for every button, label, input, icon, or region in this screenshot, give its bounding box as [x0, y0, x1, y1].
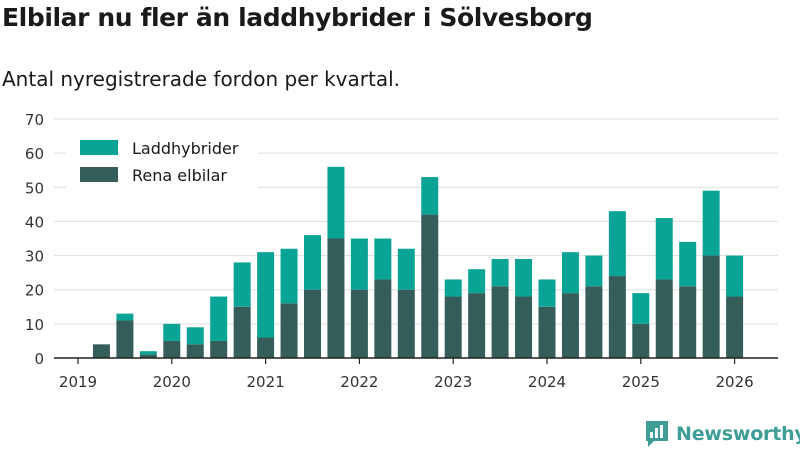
bar-electric — [421, 214, 439, 358]
bar-plugin-hybrid — [304, 235, 321, 290]
bar-plugin-hybrid — [585, 255, 603, 287]
bar-plugin-hybrid — [421, 177, 439, 215]
bar-plugin-hybrid — [233, 262, 251, 307]
bar-electric — [468, 293, 486, 358]
x-tick-label: 2025 — [622, 373, 660, 391]
bar-plugin-hybrid — [210, 296, 228, 341]
bar-plugin-hybrid — [679, 241, 697, 287]
x-tick-label: 2022 — [340, 373, 378, 391]
chart-title: Elbilar nu fler än laddhybrider i Sölves… — [2, 3, 593, 32]
bar-electric — [491, 286, 509, 358]
x-axis: 2019 2020 2021 2022 2023 2024 2025 2026 — [54, 357, 778, 391]
y-tick-label: 50 — [25, 179, 44, 197]
bar-electric — [538, 306, 556, 358]
bar-plugin-hybrid — [163, 323, 181, 341]
bar-electric — [350, 289, 368, 358]
bar-plugin-hybrid — [444, 279, 462, 297]
bar-electric — [327, 238, 345, 358]
bar-electric — [561, 293, 579, 358]
bar-plugin-hybrid — [655, 218, 673, 280]
bar-plugin-hybrid — [186, 327, 204, 345]
bar-electric — [280, 303, 298, 358]
bar-electric — [608, 276, 626, 358]
bar-plugin-hybrid — [702, 190, 720, 256]
y-axis-ticks: 0 10 20 30 40 50 60 70 — [25, 111, 44, 368]
bar-electric — [304, 289, 321, 358]
bar-plugin-hybrid — [350, 238, 368, 290]
x-tick-label: 2026 — [716, 373, 754, 391]
bar-plugin-hybrid — [538, 279, 556, 307]
bar-plugin-hybrid — [468, 269, 486, 294]
y-tick-label: 10 — [25, 316, 44, 334]
bar-electric — [397, 289, 415, 358]
y-tick-label: 40 — [25, 213, 44, 231]
bar-electric — [585, 286, 603, 358]
bar-plugin-hybrid — [397, 248, 415, 290]
bar-plugin-hybrid — [139, 351, 157, 355]
bar-plugin-hybrid — [257, 252, 275, 338]
y-tick-label: 20 — [25, 282, 44, 300]
bar-electric — [515, 296, 533, 358]
bar-electric — [210, 340, 228, 358]
chart-subtitle: Antal nyregistrerade fordon per kvartal. — [2, 67, 401, 91]
y-tick-label: 0 — [34, 350, 44, 368]
bar-plugin-hybrid — [608, 211, 626, 277]
legend-label: Rena elbilar — [132, 166, 227, 185]
bar-electric — [726, 296, 744, 358]
bar-plugin-hybrid — [726, 255, 744, 297]
x-tick-label: 2023 — [434, 373, 472, 391]
bar-plugin-hybrid — [116, 313, 134, 321]
bar-plugin-hybrid — [515, 258, 533, 297]
bar-electric — [444, 296, 462, 358]
brand-logo: Newsworthy — [644, 419, 800, 449]
bar-electric — [233, 306, 251, 358]
bar-electric — [163, 340, 181, 358]
x-tick-label: 2021 — [247, 373, 285, 391]
x-tick-label: 2019 — [59, 373, 97, 391]
bar-plugin-hybrid — [632, 293, 650, 324]
y-tick-label: 60 — [25, 145, 44, 163]
legend-swatch — [80, 167, 118, 182]
bar-electric — [702, 255, 720, 358]
bar-plugin-hybrid — [561, 252, 579, 294]
x-tick-label: 2024 — [528, 373, 566, 391]
bar-electric — [679, 286, 697, 358]
bar-electric — [116, 320, 134, 358]
bar-electric — [632, 323, 650, 358]
bar-plugin-hybrid — [491, 258, 509, 287]
bar-electric — [139, 354, 157, 358]
x-tick-label: 2020 — [153, 373, 191, 391]
bar-electric — [655, 279, 673, 358]
legend: Laddhybrider Rena elbilar — [66, 133, 258, 189]
bar-electric — [257, 337, 275, 358]
brand-name: Newsworthy — [676, 423, 800, 445]
legend-label: Laddhybrider — [132, 139, 239, 158]
y-tick-label: 70 — [25, 111, 44, 129]
bar-plugin-hybrid — [327, 166, 345, 239]
newsworthy-logo-icon — [646, 421, 668, 447]
bar-electric — [92, 344, 110, 358]
y-tick-label: 30 — [25, 248, 44, 266]
bar-electric — [374, 279, 392, 358]
bar-electric — [186, 344, 204, 358]
bar-plugin-hybrid — [374, 238, 392, 280]
bars — [92, 166, 744, 358]
legend-swatch — [80, 140, 118, 155]
bar-plugin-hybrid — [280, 248, 298, 304]
